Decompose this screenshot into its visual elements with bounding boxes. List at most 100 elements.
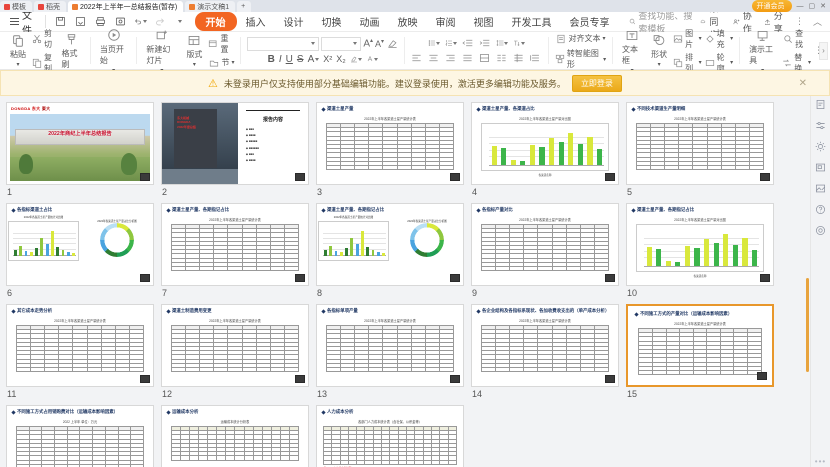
bullet-list-icon[interactable] <box>428 38 440 49</box>
picture-button[interactable]: 图片 ▾ <box>673 28 702 50</box>
slide-thumbnail[interactable]: 渠道土星产量、各渠道占比 2022年上半年各渠道土星产量对比图 各渠道名称 <box>471 102 619 185</box>
toolbar-scroll-right-button[interactable]: › <box>819 41 828 60</box>
slide-thumbnail-cell[interactable]: 各企业结构及各指标系现状、各加收费收支出的（单产成本分析） 2022年上半年各渠道… <box>471 304 626 405</box>
format-painter-button[interactable]: 格式刷 <box>59 31 84 71</box>
customize-toolbar-icon[interactable] <box>174 15 187 28</box>
text-color-button[interactable]: A <box>308 54 320 65</box>
sparkle-icon[interactable] <box>814 140 827 153</box>
present-tools-button[interactable]: 演示工具▾ <box>746 27 779 75</box>
tab-design[interactable]: 设计 <box>275 12 313 31</box>
help-icon[interactable] <box>814 203 827 216</box>
upgrade-vip-button[interactable]: 开通会员 <box>751 0 792 12</box>
close-notice-button[interactable]: ✕ <box>798 77 807 89</box>
window-tab-templates[interactable]: 模板 <box>0 1 32 12</box>
underline-button[interactable]: U <box>286 54 293 65</box>
increase-indent-icon[interactable] <box>479 38 491 49</box>
slide-thumbnail-cell[interactable]: 不同施工方式占用销购费对比（运输成本影响因素）2022 上半年 单位：万元16 <box>6 405 161 467</box>
slide-thumbnail[interactable]: 其它成本走势分析 2022年上半年各渠道土星产量统计表 <box>6 304 154 387</box>
print-icon[interactable] <box>94 15 107 28</box>
toolbar-overflow-button[interactable]: ⋮ <box>814 45 823 56</box>
file-menu-button[interactable]: 文件 <box>4 7 41 37</box>
print-preview-icon[interactable] <box>114 15 127 28</box>
window-tab-presentation2[interactable]: 演示文稿1 <box>185 1 236 12</box>
slide-thumbnail[interactable]: 人力成本分析各部门人力成本统计表（含社保、公积金等）注：1、人力成本含社保2、数… <box>316 405 464 467</box>
collapse-ribbon-button[interactable]: ︿ <box>812 17 822 27</box>
slide-thumbnail-cell[interactable]: 运输成本分析运输成本统计分析表17 <box>161 405 316 467</box>
minimize-button[interactable]: — <box>796 2 804 10</box>
slide-thumbnail-cell[interactable]: 各指标渠道土占比 2022年各渠道土星产量统计对比图 2022年各渠道土星产量占比分… <box>6 203 161 304</box>
save-as-icon[interactable] <box>74 15 87 28</box>
slide-thumbnail-grid[interactable]: DONGDA 东大 東大 2022年商纪上半年总结报告 1 东大机械 DONGDA 202… <box>0 96 810 467</box>
text-effect-icon[interactable] <box>366 54 378 65</box>
slide-thumbnail[interactable]: 各企业结构及各指标系现状、各加收费收支出的（单产成本分析） 2022年上半年各渠道… <box>471 304 619 387</box>
cut-button[interactable]: 剪切 <box>32 28 56 50</box>
tab-insert[interactable]: 插入 <box>237 12 275 31</box>
shrink-font-button[interactable]: A▾ <box>375 39 385 49</box>
paragraph-settings-icon[interactable] <box>530 53 542 64</box>
justify-icon[interactable] <box>462 53 474 64</box>
reset-button[interactable]: 重置 <box>208 33 234 55</box>
shape-button[interactable]: 形状 ▾ <box>648 32 670 69</box>
subscript-button[interactable]: X₂ <box>336 54 346 64</box>
ribbon-overflow-button[interactable]: ⋮ <box>794 16 804 26</box>
font-size-input[interactable] <box>321 36 362 51</box>
layout-button[interactable]: 版式 ▾ <box>183 32 205 69</box>
align-text-button[interactable]: 对齐文本 ▾ <box>555 33 606 44</box>
slide-thumbnail-cell[interactable]: DONGDA 东大 東大 2022年商纪上半年总结报告 1 <box>6 102 161 203</box>
text-direction-icon[interactable] <box>513 38 525 49</box>
close-button[interactable]: ✕ <box>820 3 826 10</box>
slide-thumbnail-cell[interactable]: 不同技术渠道生产量明细 2022年上半年各渠道土星产量统计表 5 <box>626 102 781 203</box>
arrange-button[interactable]: 排列 ▾ <box>673 52 702 74</box>
find-button[interactable]: 查找 <box>782 28 811 50</box>
grow-font-button[interactable]: A▴ <box>363 38 374 50</box>
decrease-indent-icon[interactable] <box>462 38 474 49</box>
slide-thumbnail-cell[interactable]: 渠道土制造费用变更 2022年上半年各渠道土星产量统计表 12 <box>161 304 316 405</box>
slide-thumbnail-cell[interactable]: 渠道土星产量、各期指记占比 2022年上半年各渠道土星产量对比图 各渠道名称 10 <box>626 203 781 304</box>
save-icon[interactable] <box>54 15 67 28</box>
new-tab-button[interactable]: + <box>237 1 252 12</box>
tab-review[interactable]: 审阅 <box>427 12 465 31</box>
align-center-icon[interactable] <box>428 53 440 64</box>
slide-thumbnail[interactable]: 各指标单项产量 2022年上半年各渠道土星产量统计表 <box>316 304 464 387</box>
tab-view[interactable]: 视图 <box>465 12 503 31</box>
slide-thumbnail[interactable]: 运输成本分析 运输成本统计分析表 <box>161 405 309 467</box>
distribute-icon[interactable] <box>479 53 491 64</box>
slide-thumbnail[interactable]: 不同施工方式的产量对比（运输成本影响因素） 2022年上半年各渠道土星产量统计表 <box>626 304 774 387</box>
convert-smartart-button[interactable]: 转智能图形 ▾ <box>555 48 606 70</box>
slide-thumbnail[interactable]: 各指标渠道土占比 2022年各渠道土星产量统计对比图 2022年各渠道土星产量占比分… <box>6 203 154 286</box>
numbered-list-icon[interactable] <box>445 38 457 49</box>
slide-thumbnail[interactable]: 各指标产量对比 2022年上半年各渠道土星产量统计表 <box>471 203 619 286</box>
align-left-icon[interactable] <box>411 53 423 64</box>
merge-cells-icon[interactable] <box>513 53 525 64</box>
slide-thumbnail-cell[interactable]: 渠道土星产量、各渠道占比 2022年上半年各渠道土星产量对比图 各渠道名称 4 <box>471 102 626 203</box>
strikethrough-button[interactable]: S <box>297 54 304 65</box>
clear-format-icon[interactable] <box>386 38 398 49</box>
slide-thumbnail[interactable]: 不同施工方式占用销购费对比（运输成本影响因素） 2022 上半年 单位：万元 <box>6 405 154 467</box>
tab-transition[interactable]: 切换 <box>313 12 351 31</box>
slide-thumbnail[interactable]: 不同技术渠道生产量明细 2022年上半年各渠道土星产量统计表 <box>626 102 774 185</box>
undo-icon[interactable] <box>134 15 147 28</box>
slide-thumbnail-cell[interactable]: 渠道土星产量、各期指记占比 2022年各渠道土星产量统计对比图 2022年各渠道土星… <box>316 203 471 304</box>
replace-button[interactable]: 替换 ▾ <box>782 52 811 74</box>
vertical-scrollbar[interactable] <box>806 278 809 372</box>
superscript-button[interactable]: X² <box>323 54 332 64</box>
section-button[interactable]: 节 ▾ <box>208 57 234 68</box>
slide-thumbnail-cell[interactable]: 渠道土星产量 2022年上半年各渠道土星产量统计表 3 <box>316 102 471 203</box>
search-box[interactable]: 查找功能、搜索模板 <box>629 9 701 35</box>
collaborate-button[interactable]: 协作 <box>733 9 755 35</box>
slide-thumbnail[interactable]: 渠道土制造费用变更 2022年上半年各渠道土星产量统计表 <box>161 304 309 387</box>
highlight-icon[interactable] <box>350 54 362 65</box>
sidebar-more-dots[interactable]: ••• <box>814 457 827 466</box>
properties-icon[interactable] <box>814 98 827 111</box>
frame-icon[interactable] <box>814 161 827 174</box>
tab-member-exclusive[interactable]: 会员专享 <box>561 12 619 31</box>
target-icon[interactable] <box>814 224 827 237</box>
slide-thumbnail-cell[interactable]: 渠道土星产量、各期指记占比 2022年上半年各渠道土星产量统计表 7 <box>161 203 316 304</box>
slide-thumbnail-cell[interactable]: 人力成本分析各部门人力成本统计表（含社保、公积金等）注：1、人力成本含社保2、数… <box>316 405 471 467</box>
login-now-button[interactable]: 立即登录 <box>571 74 622 92</box>
font-name-input[interactable] <box>247 36 320 51</box>
slide-thumbnail-cell[interactable]: 各指标产量对比 2022年上半年各渠道土星产量统计表 9 <box>471 203 626 304</box>
window-tab-active-presentation[interactable]: 2022年上半年一总结报告(暂存) <box>68 1 184 12</box>
slide-thumbnail[interactable]: 渠道土星产量、各期指记占比 2022年各渠道土星产量统计对比图 2022年各渠道土星… <box>316 203 464 286</box>
slide-thumbnail-cell[interactable]: 其它成本走势分析 2022年上半年各渠道土星产量统计表 11 <box>6 304 161 405</box>
